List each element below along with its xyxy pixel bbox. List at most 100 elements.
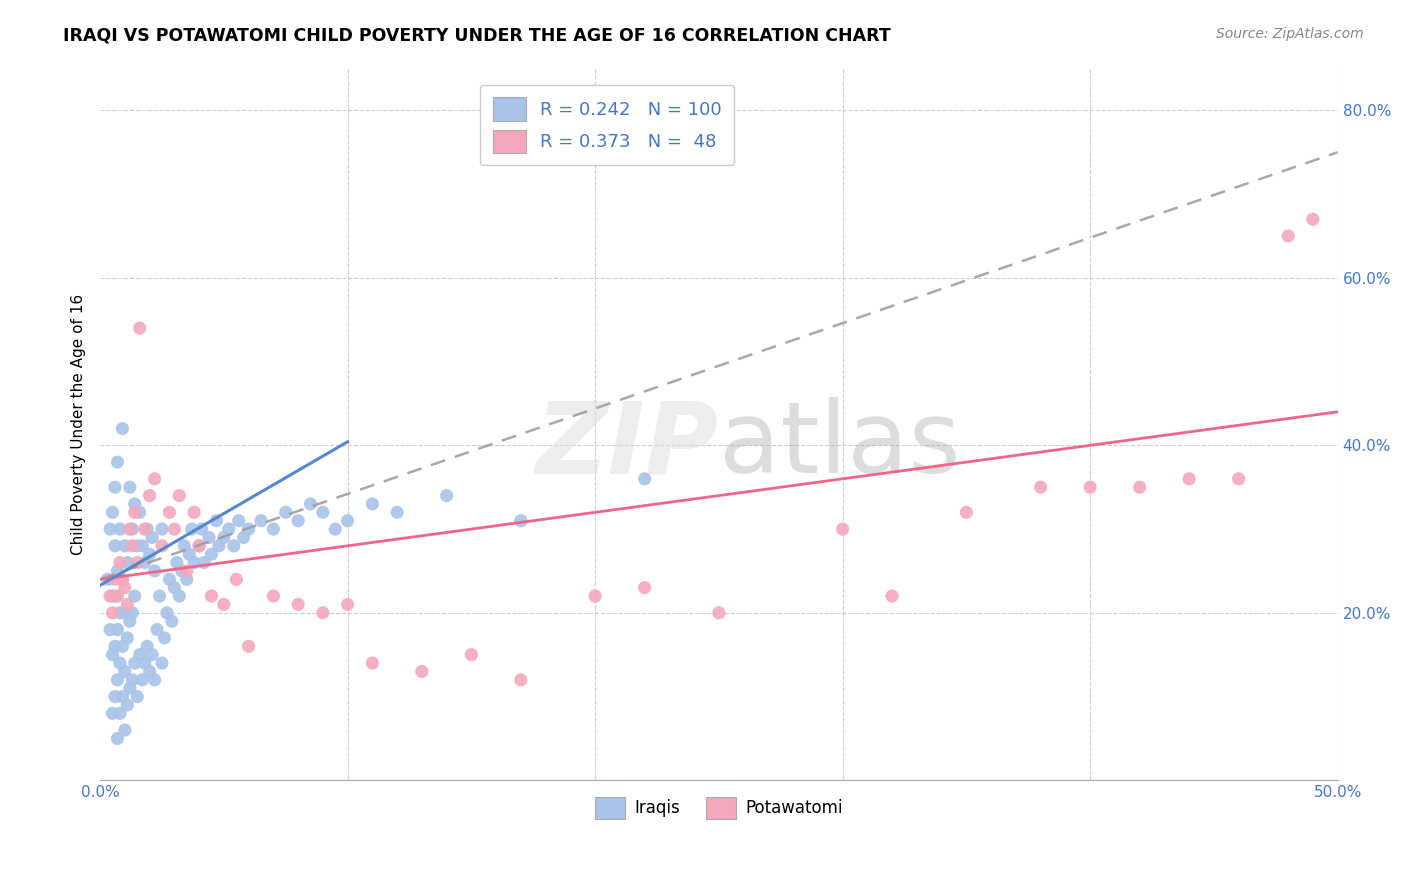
Point [118, 522, 141, 536]
Point [180, 522, 202, 536]
Point [104, 480, 127, 494]
Point [188, 539, 211, 553]
Point [299, 497, 322, 511]
Point [107, 673, 129, 687]
Point [138, 489, 160, 503]
Point [117, 631, 139, 645]
Point [98, 623, 121, 637]
Point [1277, 229, 1299, 244]
Point [136, 522, 159, 536]
Point [141, 648, 163, 662]
Point [1078, 480, 1101, 494]
Point [831, 522, 853, 536]
Point [134, 522, 156, 536]
Point [117, 698, 139, 712]
Point [232, 531, 254, 545]
Point [1129, 480, 1152, 494]
Point [633, 581, 655, 595]
Point [143, 564, 166, 578]
Point [134, 656, 156, 670]
Point [707, 606, 730, 620]
Point [117, 598, 139, 612]
Point [134, 556, 156, 570]
Point [361, 497, 384, 511]
Point [107, 455, 129, 469]
Point [193, 556, 215, 570]
Point [200, 589, 222, 603]
Point [205, 514, 228, 528]
Point [121, 606, 143, 620]
Point [163, 581, 186, 595]
Point [127, 539, 149, 553]
Point [124, 505, 146, 519]
Point [117, 556, 139, 570]
Point [287, 514, 309, 528]
Point [104, 572, 127, 586]
Point [114, 606, 136, 620]
Point [107, 564, 129, 578]
Point [141, 531, 163, 545]
Point [104, 690, 127, 704]
Point [127, 690, 149, 704]
Point [312, 505, 335, 519]
Text: IRAQI VS POTAWATOMI CHILD POVERTY UNDER THE AGE OF 16 CORRELATION CHART: IRAQI VS POTAWATOMI CHILD POVERTY UNDER … [63, 27, 891, 45]
Point [127, 556, 149, 570]
Point [121, 539, 143, 553]
Point [121, 673, 143, 687]
Point [114, 581, 136, 595]
Point [107, 731, 129, 746]
Point [114, 665, 136, 679]
Point [238, 640, 260, 654]
Point [143, 472, 166, 486]
Point [200, 547, 222, 561]
Point [150, 656, 173, 670]
Point [198, 531, 221, 545]
Point [238, 522, 260, 536]
Point [385, 505, 408, 519]
Point [98, 589, 121, 603]
Point [138, 665, 160, 679]
Point [114, 723, 136, 737]
Y-axis label: Child Poverty Under the Age of 16: Child Poverty Under the Age of 16 [72, 293, 86, 555]
Point [128, 648, 150, 662]
Point [361, 656, 384, 670]
Point [436, 489, 458, 503]
Point [156, 606, 179, 620]
Legend: Iraqis, Potawatomi: Iraqis, Potawatomi [588, 790, 849, 825]
Point [222, 539, 245, 553]
Point [336, 514, 359, 528]
Point [955, 505, 977, 519]
Point [1302, 212, 1324, 227]
Point [108, 522, 131, 536]
Point [169, 589, 191, 603]
Point [633, 472, 655, 486]
Point [509, 514, 531, 528]
Point [1227, 472, 1250, 486]
Text: Source: ZipAtlas.com: Source: ZipAtlas.com [1216, 27, 1364, 41]
Point [118, 614, 141, 628]
Point [108, 706, 131, 721]
Point [143, 673, 166, 687]
Point [111, 572, 134, 586]
Point [124, 589, 146, 603]
Point [1029, 480, 1052, 494]
Point [148, 589, 170, 603]
Point [183, 505, 205, 519]
Point [274, 505, 297, 519]
Text: atlas: atlas [718, 397, 960, 494]
Point [150, 539, 173, 553]
Point [104, 640, 127, 654]
Point [262, 589, 284, 603]
Point [188, 539, 211, 553]
Point [131, 539, 153, 553]
Point [159, 572, 181, 586]
Point [114, 539, 136, 553]
Point [218, 522, 240, 536]
Point [287, 598, 309, 612]
Point [104, 539, 127, 553]
Point [336, 598, 359, 612]
Point [212, 531, 235, 545]
Point [118, 480, 141, 494]
Point [212, 598, 235, 612]
Point [190, 522, 212, 536]
